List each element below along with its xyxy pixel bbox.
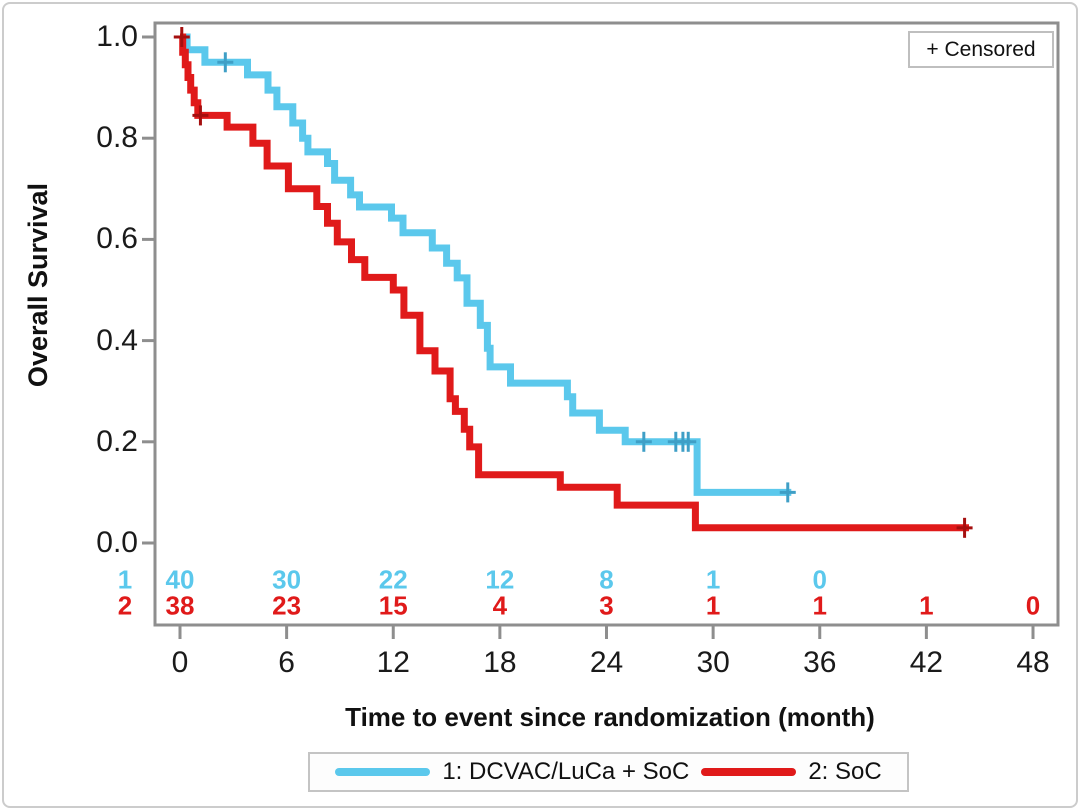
at-risk-count: 3 [599, 590, 614, 621]
at-risk-group-label: 2 [117, 590, 133, 621]
y-tick-label: 0.4 [96, 323, 138, 357]
at-risk-count: 8 [599, 564, 614, 595]
x-tick-label: 36 [803, 646, 837, 679]
x-tick-label: 12 [376, 646, 410, 679]
at-risk-count: 1 [705, 590, 721, 621]
at-risk-count: 12 [485, 564, 515, 595]
x-tick-label: 48 [1016, 646, 1050, 679]
legend-label-group2: 2: SoC [808, 758, 882, 785]
x-tick-label: 30 [696, 646, 730, 679]
x-tick-label: 42 [909, 646, 944, 679]
y-tick-label: 1.0 [96, 20, 138, 53]
x-tick-label: 24 [589, 646, 624, 679]
censored-label: + Censored [926, 37, 1036, 61]
at-risk-count: 38 [165, 590, 195, 621]
km-curve-group2 [179, 33, 969, 532]
legend-label-group1: 1: DCVAC/LuCa + SoC [442, 758, 690, 785]
x-tick-label: 18 [483, 646, 517, 679]
y-tick-label: 0.6 [96, 222, 138, 256]
y-tick-label: 0.8 [96, 121, 138, 155]
at-risk-count: 1 [705, 564, 721, 595]
censored-legend-box: + Censored [908, 31, 1054, 68]
y-axis-title: Overall Survival [23, 182, 53, 388]
series-legend: 1: DCVAC/LuCa + SoC 2: SoC [308, 752, 909, 792]
x-tick-label: 0 [171, 646, 189, 679]
at-risk-count: 15 [378, 590, 408, 621]
legend-swatch-group2 [701, 768, 797, 776]
at-risk-count: 0 [812, 564, 827, 595]
at-risk-count: 1 [812, 590, 827, 621]
y-tick-label: 0.2 [96, 424, 138, 458]
at-risk-count: 40 [165, 564, 195, 595]
x-axis-title: Time to event since randomization (month… [345, 702, 875, 732]
at-risk-count: 1 [919, 590, 934, 621]
km-curve-group1 [180, 33, 792, 496]
at-risk-count: 22 [378, 564, 408, 595]
at-risk-count: 0 [1025, 590, 1041, 621]
legend-swatch-group1 [335, 768, 431, 776]
x-tick-label: 6 [278, 646, 295, 679]
at-risk-count: 4 [492, 590, 508, 621]
at-risk-count: 23 [272, 590, 302, 621]
at-risk-group-label: 1 [117, 564, 133, 595]
at-risk-count: 30 [272, 564, 302, 595]
y-tick-label: 0.0 [96, 526, 138, 559]
